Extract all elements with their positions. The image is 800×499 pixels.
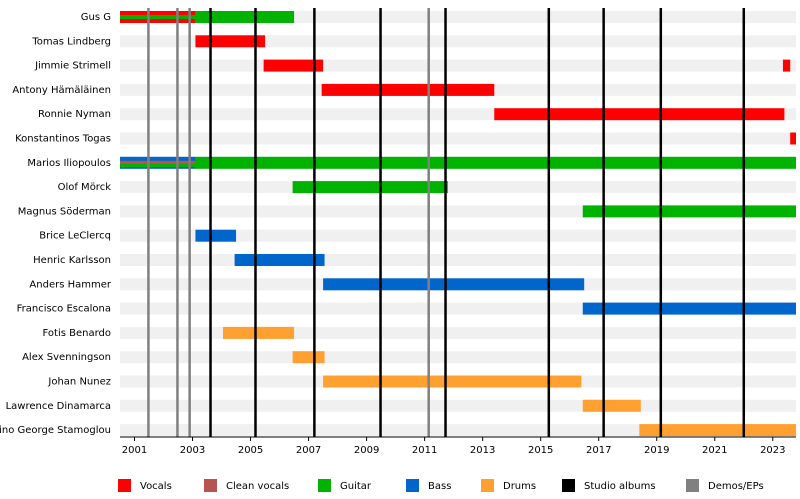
legend-label: Vocals — [140, 481, 172, 492]
bar — [120, 164, 196, 167]
member-label: Anders Hammer — [29, 279, 111, 290]
member-label: Lawrence Dinamarca — [6, 401, 111, 412]
bar — [234, 254, 325, 266]
legend-label: Guitar — [340, 481, 372, 492]
bar — [494, 108, 785, 121]
legend-swatch — [562, 479, 575, 492]
member-label: Dino George Stamoglou — [0, 425, 111, 436]
bar — [321, 83, 495, 96]
x-tick-label: 2021 — [702, 445, 727, 456]
x-tick-label: 2019 — [644, 445, 669, 456]
bar — [120, 160, 196, 165]
row-stripe — [120, 254, 796, 266]
x-tick-label: 2009 — [354, 445, 379, 456]
member-label: Alex Svenningson — [22, 352, 111, 363]
bar — [639, 424, 796, 437]
x-tick-label: 2011 — [412, 445, 437, 456]
bar — [582, 205, 796, 218]
bar — [195, 35, 266, 48]
x-tick-label: 2013 — [470, 445, 495, 456]
x-tick-label: 2005 — [238, 445, 263, 456]
x-tick-label: 2003 — [180, 445, 205, 456]
bar — [195, 229, 237, 242]
member-label: Fotis Benardo — [43, 328, 111, 339]
bar — [120, 15, 196, 19]
bar — [195, 156, 796, 169]
member-label: Gus G — [81, 12, 111, 23]
row-stripe — [120, 181, 796, 194]
bar — [263, 59, 324, 72]
member-label: Olof Mörck — [58, 182, 112, 193]
row-stripe — [120, 35, 796, 48]
member-label: Marios Iliopoulos — [27, 158, 111, 169]
bar — [582, 399, 641, 412]
legend-swatch — [204, 479, 217, 492]
x-tick-label: 2023 — [760, 445, 785, 456]
bar — [292, 351, 325, 364]
member-label: Brice LeClercq — [39, 231, 111, 242]
legend-swatch — [406, 479, 419, 492]
row-stripe — [120, 59, 796, 72]
member-label: Magnus Söderman — [18, 206, 111, 217]
legend-swatch — [318, 479, 331, 492]
legend-label: Demos/EPs — [708, 481, 764, 492]
legend-label: Drums — [503, 481, 536, 492]
legend-label: Bass — [428, 481, 451, 492]
row-stripe — [120, 424, 796, 437]
member-label: Johan Nunez — [47, 377, 111, 388]
member-label: Jimmie Strimell — [34, 61, 111, 72]
legend-label: Clean vocals — [226, 481, 289, 492]
legend-label: Studio albums — [584, 481, 656, 492]
bar — [292, 181, 448, 194]
member-label: Antony Hämäläinen — [12, 85, 111, 96]
member-label: Konstantinos Togas — [15, 134, 111, 145]
bar — [790, 132, 796, 145]
legend-swatch — [118, 479, 131, 492]
bar — [782, 59, 791, 72]
x-tick-label: 2007 — [296, 445, 321, 456]
bar — [582, 302, 796, 315]
row-stripe — [120, 229, 796, 242]
x-tick-label: 2017 — [586, 445, 611, 456]
bar — [222, 326, 295, 339]
member-label: Tomas Lindberg — [31, 36, 111, 47]
x-tick-label: 2015 — [528, 445, 553, 456]
legend-swatch — [686, 479, 699, 492]
row-stripe — [120, 399, 796, 412]
row-stripe — [120, 132, 796, 145]
legend-swatch — [481, 479, 494, 492]
bar — [195, 11, 295, 23]
row-stripe — [120, 326, 796, 339]
member-label: Henric Karlsson — [33, 255, 111, 266]
row-stripe — [120, 351, 796, 364]
bar — [323, 375, 582, 388]
member-label: Francisco Escalona — [17, 304, 111, 315]
bar — [323, 278, 585, 291]
x-tick-label: 2001 — [122, 445, 147, 456]
member-label: Ronnie Nyman — [38, 109, 111, 120]
